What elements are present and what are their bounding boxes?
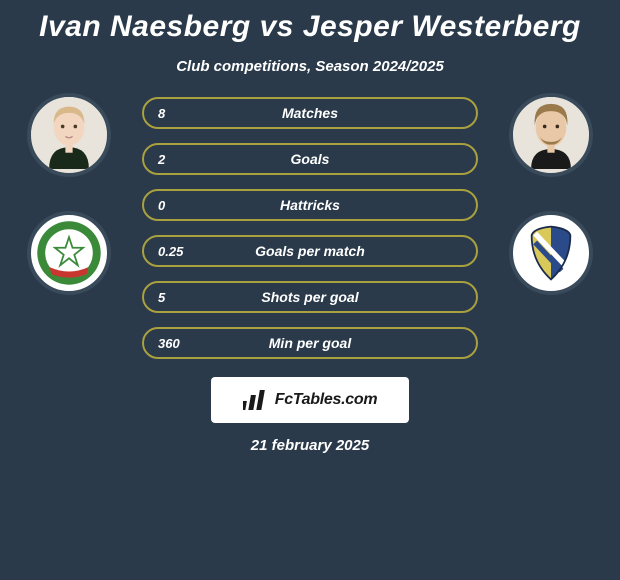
- brand-bars-icon: [243, 389, 269, 411]
- stat-value: 5: [158, 290, 165, 305]
- comparison-main: 8 Matches 2 Goals 0 Hattricks 0.25 Goals…: [10, 93, 610, 359]
- player-right-avatar: [509, 93, 593, 177]
- player-left-icon: [31, 93, 107, 173]
- brand-badge: FcTables.com: [211, 377, 409, 423]
- right-side: [496, 93, 606, 295]
- stat-row-goals: 2 Goals: [142, 143, 478, 175]
- stat-row-goals-per-match: 0.25 Goals per match: [142, 235, 478, 267]
- stat-value: 0: [158, 198, 165, 213]
- player-right-icon: [513, 93, 589, 173]
- stat-row-matches: 8 Matches: [142, 97, 478, 129]
- player-left-avatar: [27, 93, 111, 177]
- club-right-icon: [514, 216, 588, 290]
- stat-row-shots-per-goal: 5 Shots per goal: [142, 281, 478, 313]
- stat-value: 0.25: [158, 244, 183, 259]
- stat-value: 8: [158, 106, 165, 121]
- stat-label: Matches: [282, 105, 338, 121]
- stat-label: Goals per match: [255, 243, 365, 259]
- stat-label: Hattricks: [280, 197, 340, 213]
- club-left-badge: [27, 211, 111, 295]
- stat-label: Shots per goal: [261, 289, 358, 305]
- stat-value: 2: [158, 152, 165, 167]
- stat-pills: 8 Matches 2 Goals 0 Hattricks 0.25 Goals…: [124, 97, 496, 359]
- stat-row-min-per-goal: 360 Min per goal: [142, 327, 478, 359]
- subtitle: Club competitions, Season 2024/2025: [10, 58, 610, 75]
- stat-label: Min per goal: [269, 335, 351, 351]
- stat-value: 360: [158, 336, 180, 351]
- left-side: [14, 93, 124, 295]
- stat-label: Goals: [291, 151, 330, 167]
- stat-row-hattricks: 0 Hattricks: [142, 189, 478, 221]
- brand-text: FcTables.com: [275, 391, 378, 409]
- date-text: 21 february 2025: [10, 437, 610, 454]
- page-title: Ivan Naesberg vs Jesper Westerberg: [10, 10, 610, 44]
- club-left-icon: [32, 216, 106, 290]
- club-right-badge: [509, 211, 593, 295]
